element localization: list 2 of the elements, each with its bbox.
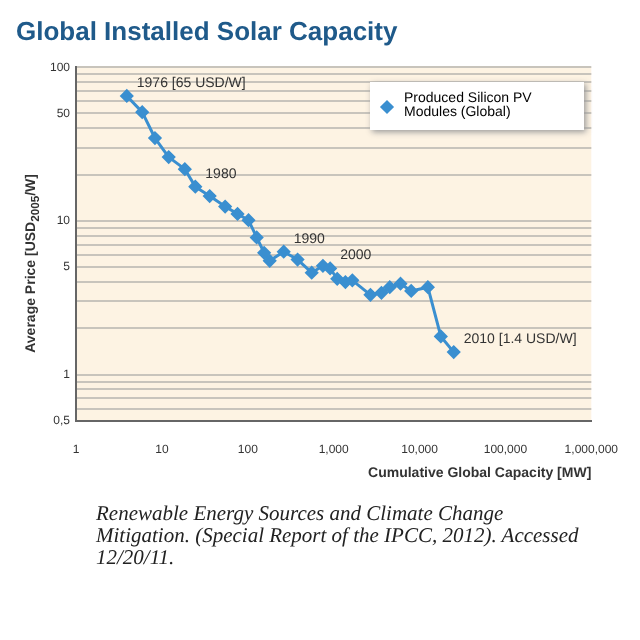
chart-title: Global Installed Solar Capacity	[16, 16, 400, 46]
text: Renewable Energy Sources and Climate Change Mitigation. (Special Report of the IPCC, 2012). Accessed 12/20/11.	[96, 504, 581, 570]
